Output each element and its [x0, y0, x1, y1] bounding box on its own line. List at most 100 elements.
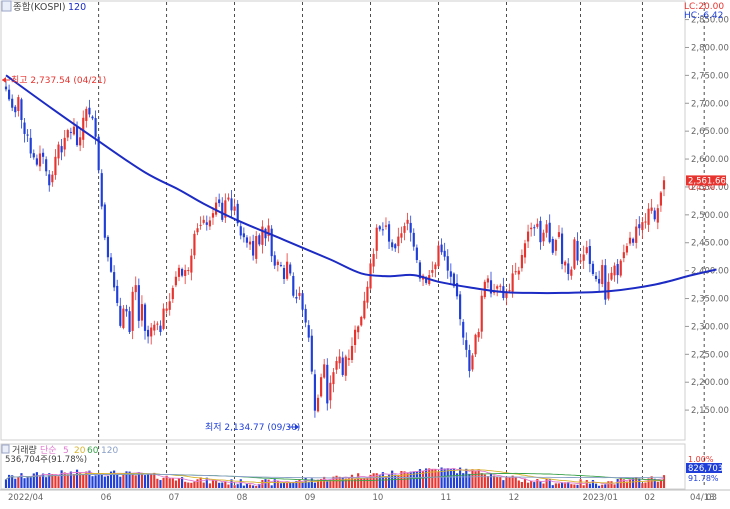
candle-body: [221, 202, 224, 220]
candle-body: [455, 283, 459, 297]
volume-bar: [199, 477, 202, 488]
candle-body: [332, 372, 335, 385]
volume-bar: [323, 476, 326, 488]
candle-body: [601, 265, 604, 285]
volume-bar: [656, 481, 659, 488]
volume-bar: [394, 474, 397, 488]
volume-bar: [554, 483, 557, 488]
candle-body: [66, 130, 69, 138]
candle-body: [304, 308, 307, 323]
x-tick-label: 2022/04: [8, 493, 43, 503]
volume-bar: [168, 478, 171, 488]
volume-bar: [545, 478, 548, 488]
volume-bar: [619, 478, 622, 488]
volume-bar: [35, 472, 38, 488]
candle-body: [168, 301, 171, 310]
volume-bar: [347, 478, 350, 488]
chart-header: 종합(KOSPI) 120 LC:20.00 HC:-6.42: [1, 0, 724, 21]
x-tick-label: 07: [169, 493, 180, 503]
x-tick-label: 11: [440, 493, 451, 503]
volume-bar: [350, 474, 354, 488]
volume-bar: [613, 484, 616, 488]
candle-body: [14, 106, 17, 113]
volume-bar: [26, 477, 29, 488]
candle-body: [350, 345, 354, 360]
volume-bar: [601, 484, 604, 488]
candle-body: [69, 131, 72, 133]
volume-bar: [468, 473, 471, 488]
candle-body: [625, 246, 629, 253]
candle-body: [520, 255, 523, 269]
candle-body: [628, 237, 632, 244]
candle-body: [496, 286, 499, 289]
candle-body: [530, 227, 533, 230]
volume-menu-icon[interactable]: [1, 444, 10, 454]
candle-body: [471, 355, 474, 370]
candle-body: [638, 224, 641, 229]
volume-bar: [82, 474, 85, 488]
volume-bar: [564, 482, 567, 488]
candle-body: [514, 271, 517, 273]
volume-bar: [449, 468, 452, 488]
candle-body: [171, 287, 174, 300]
candle-body: [465, 340, 468, 350]
candle-body: [137, 285, 140, 321]
volume-bar: [4, 479, 8, 488]
candle-body: [60, 146, 63, 153]
candle-body: [511, 273, 514, 292]
ma-period-label: 120: [68, 2, 86, 13]
candle-body: [190, 255, 193, 273]
volume-bar: [301, 482, 304, 488]
volume-header: 거래량 단순 5 20 60 120 536,704주(91.78%) 1.00…: [1, 444, 723, 483]
volume-bar: [598, 485, 601, 488]
volume-bar: [662, 475, 666, 488]
volume-bar: [493, 475, 496, 488]
volume-bar: [94, 475, 97, 488]
candle-body: [653, 210, 656, 220]
volume-bar: [474, 470, 477, 488]
volume-bar: [242, 485, 245, 488]
candle-body: [360, 316, 363, 326]
volume-bar: [252, 485, 255, 488]
volume-ma20-label: 20: [74, 446, 86, 456]
candle-body: [239, 226, 242, 236]
candle-body: [517, 270, 520, 275]
candle-body: [607, 281, 610, 299]
volume-bar: [570, 484, 573, 488]
volume-panel-frame: [0, 443, 686, 490]
volume-bar: [131, 473, 134, 488]
candle-body: [635, 226, 638, 243]
volume-bar: [560, 482, 564, 488]
volume-bar: [576, 484, 579, 488]
volume-bar: [573, 484, 576, 488]
candle-body: [79, 137, 82, 146]
volume-bar: [193, 481, 196, 488]
candle-body: [26, 134, 29, 136]
chart-menu-icon[interactable]: [1, 0, 12, 12]
candle-body: [245, 237, 249, 243]
volume-bar: [295, 480, 298, 488]
volume-bar: [502, 480, 505, 488]
volume-bar: [48, 473, 51, 488]
candle-body: [579, 260, 582, 262]
volume-bar: [137, 472, 140, 488]
volume-bar: [641, 483, 644, 488]
volume-bar: [292, 481, 295, 488]
candle-body: [434, 264, 437, 270]
volume-ma-lines: [5, 467, 665, 486]
candle-body: [619, 260, 622, 276]
volume-bar: [54, 474, 57, 488]
candle-body: [264, 228, 267, 239]
volume-bar: [455, 473, 459, 488]
volume-bar: [106, 475, 110, 488]
candle-body: [224, 200, 227, 218]
candle-body: [656, 208, 659, 223]
candle-body: [582, 254, 585, 261]
candle-body: [88, 107, 91, 115]
candle-body: [218, 199, 221, 204]
candle-body: [662, 180, 666, 190]
volume-bar: [224, 481, 227, 488]
candle-body: [38, 153, 42, 167]
